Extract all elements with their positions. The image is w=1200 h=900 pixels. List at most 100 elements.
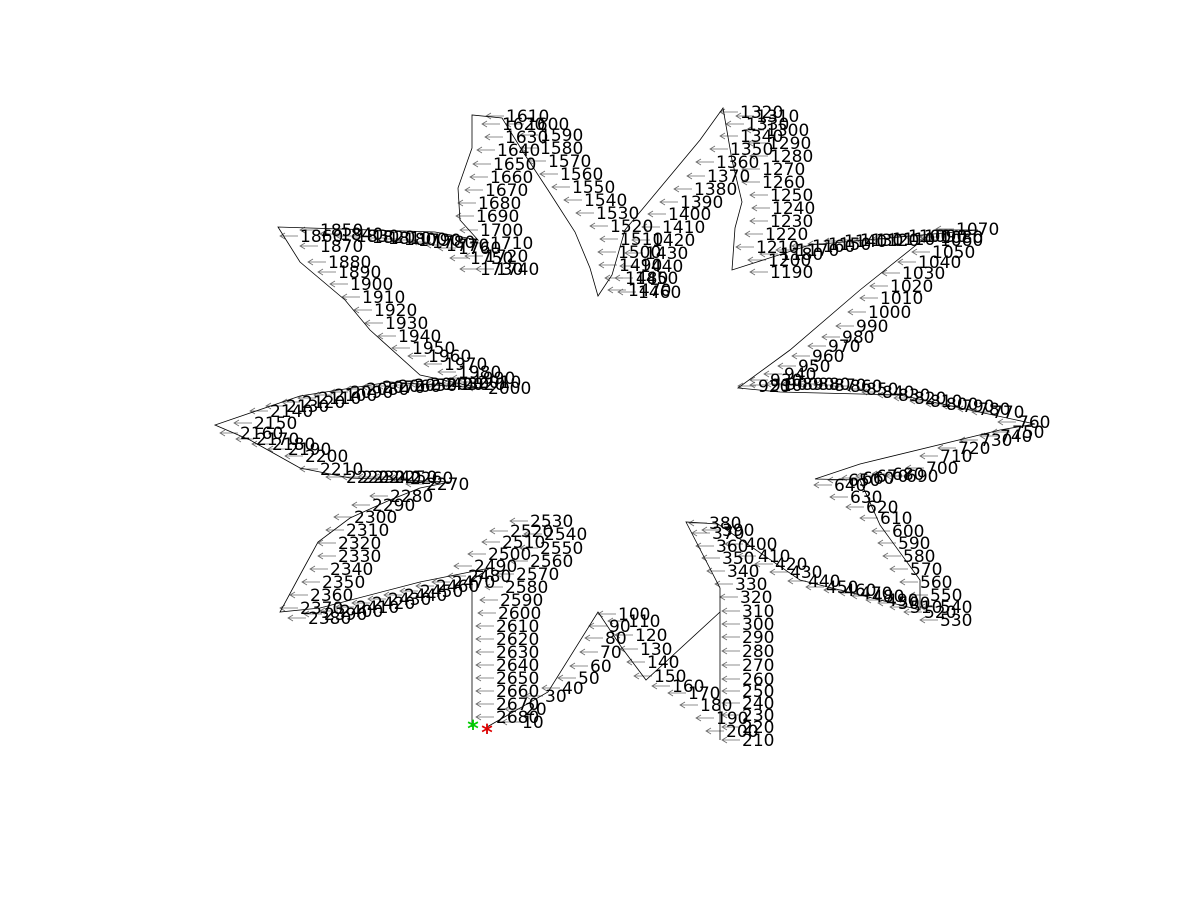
index-label: 770 [992, 403, 1024, 423]
index-label: 1590 [540, 126, 583, 146]
index-label: 1070 [956, 220, 999, 240]
direction-arrow [855, 472, 874, 480]
direction-arrow [235, 435, 254, 443]
index-label: 860 [850, 377, 882, 397]
index-label: 2600 [498, 604, 541, 624]
direction-arrow [397, 236, 416, 244]
direction-arrow [721, 675, 740, 683]
index-label: 2570 [516, 565, 559, 585]
index-label: 1650 [493, 155, 536, 175]
index-label: 360 [716, 537, 748, 557]
index-label: 1830 [356, 227, 399, 247]
direction-arrow [405, 480, 424, 488]
direction-arrow [829, 382, 848, 390]
direction-arrow [361, 383, 380, 391]
direction-arrow [541, 684, 560, 692]
index-label: 510 [910, 598, 942, 618]
index-label: 2160 [240, 424, 283, 444]
index-label: 1020 [890, 277, 933, 297]
direction-arrow [813, 481, 832, 489]
direction-arrow [509, 557, 528, 565]
index-label: 340 [727, 562, 759, 582]
direction-arrow [607, 617, 626, 625]
index-label: 880 [818, 375, 850, 395]
direction-arrow [823, 237, 842, 245]
index-label: 1710 [490, 234, 533, 254]
index-label: 190 [716, 709, 748, 729]
index-label: 1150 [828, 235, 871, 255]
index-label: 1300 [766, 121, 809, 141]
index-label: 2270 [426, 475, 469, 495]
index-label: 870 [834, 376, 866, 396]
direction-arrow [695, 158, 714, 166]
index-label: 180 [700, 696, 732, 716]
index-label: 2180 [272, 435, 315, 455]
index-label: 780 [978, 400, 1010, 420]
index-label: 2010 [478, 373, 521, 393]
direction-arrow [335, 232, 354, 240]
index-label: 150 [654, 667, 686, 687]
index-label: 2250 [394, 468, 437, 488]
direction-arrow [777, 362, 796, 370]
index-label: 2200 [305, 447, 348, 467]
direction-arrow [317, 552, 336, 560]
index-label: 1000 [868, 303, 911, 323]
direction-arrow [673, 185, 692, 193]
direction-arrow [737, 552, 756, 560]
direction-arrow [721, 711, 740, 719]
direction-arrow [845, 503, 864, 511]
index-label: 530 [940, 611, 972, 631]
index-label: 1500 [618, 243, 661, 263]
direction-arrow [614, 631, 633, 639]
direction-arrow [279, 232, 298, 240]
direction-arrow [589, 222, 608, 230]
index-label: 1800 [404, 230, 447, 250]
index-label: 820 [914, 389, 946, 409]
direction-arrow [484, 583, 503, 591]
direction-arrow [495, 570, 514, 578]
direction-arrow [871, 470, 890, 478]
index-label: 2380 [308, 609, 351, 629]
index-label: 940 [784, 365, 816, 385]
index-label: 2460 [436, 577, 479, 597]
direction-arrow [477, 609, 496, 617]
index-label: 1010 [880, 289, 923, 309]
index-label: 2510 [502, 533, 545, 553]
index-label: 2230 [362, 468, 405, 488]
direction-arrow [745, 126, 764, 134]
end-marker: * [481, 721, 493, 746]
index-label: 2490 [474, 557, 517, 577]
direction-arrow [859, 514, 878, 522]
index-label: 630 [850, 488, 882, 508]
direction-arrow [431, 578, 450, 586]
direction-arrow [607, 286, 626, 294]
index-label: 540 [940, 598, 972, 618]
index-label: 1380 [694, 180, 737, 200]
index-label: 2130 [286, 397, 329, 417]
direction-arrow [329, 388, 348, 396]
direction-arrow [619, 262, 638, 270]
index-label: 2390 [324, 605, 367, 625]
direction-arrow [919, 616, 938, 624]
direction-arrow [859, 294, 878, 302]
index-label: 990 [856, 317, 888, 337]
index-label: 310 [742, 602, 774, 622]
index-label: 280 [742, 642, 774, 662]
index-label: 2580 [505, 578, 548, 598]
direction-arrow [721, 699, 740, 707]
index-label: 2290 [372, 496, 415, 516]
index-label: 450 [826, 578, 858, 598]
index-label: 2590 [500, 591, 543, 611]
index-label: 580 [903, 547, 935, 567]
direction-arrow [575, 209, 594, 217]
index-label: 260 [742, 670, 774, 690]
direction-arrow [821, 333, 840, 341]
direction-arrow [807, 342, 826, 350]
direction-arrow [937, 444, 956, 452]
index-label: 2100 [334, 386, 377, 406]
direction-arrow [351, 501, 370, 509]
index-label: 1990 [472, 369, 515, 389]
index-label: 2450 [420, 582, 463, 602]
index-label-layer: 1020304050607080901001101201301401501601… [240, 103, 1050, 751]
index-label: 90 [609, 617, 631, 637]
